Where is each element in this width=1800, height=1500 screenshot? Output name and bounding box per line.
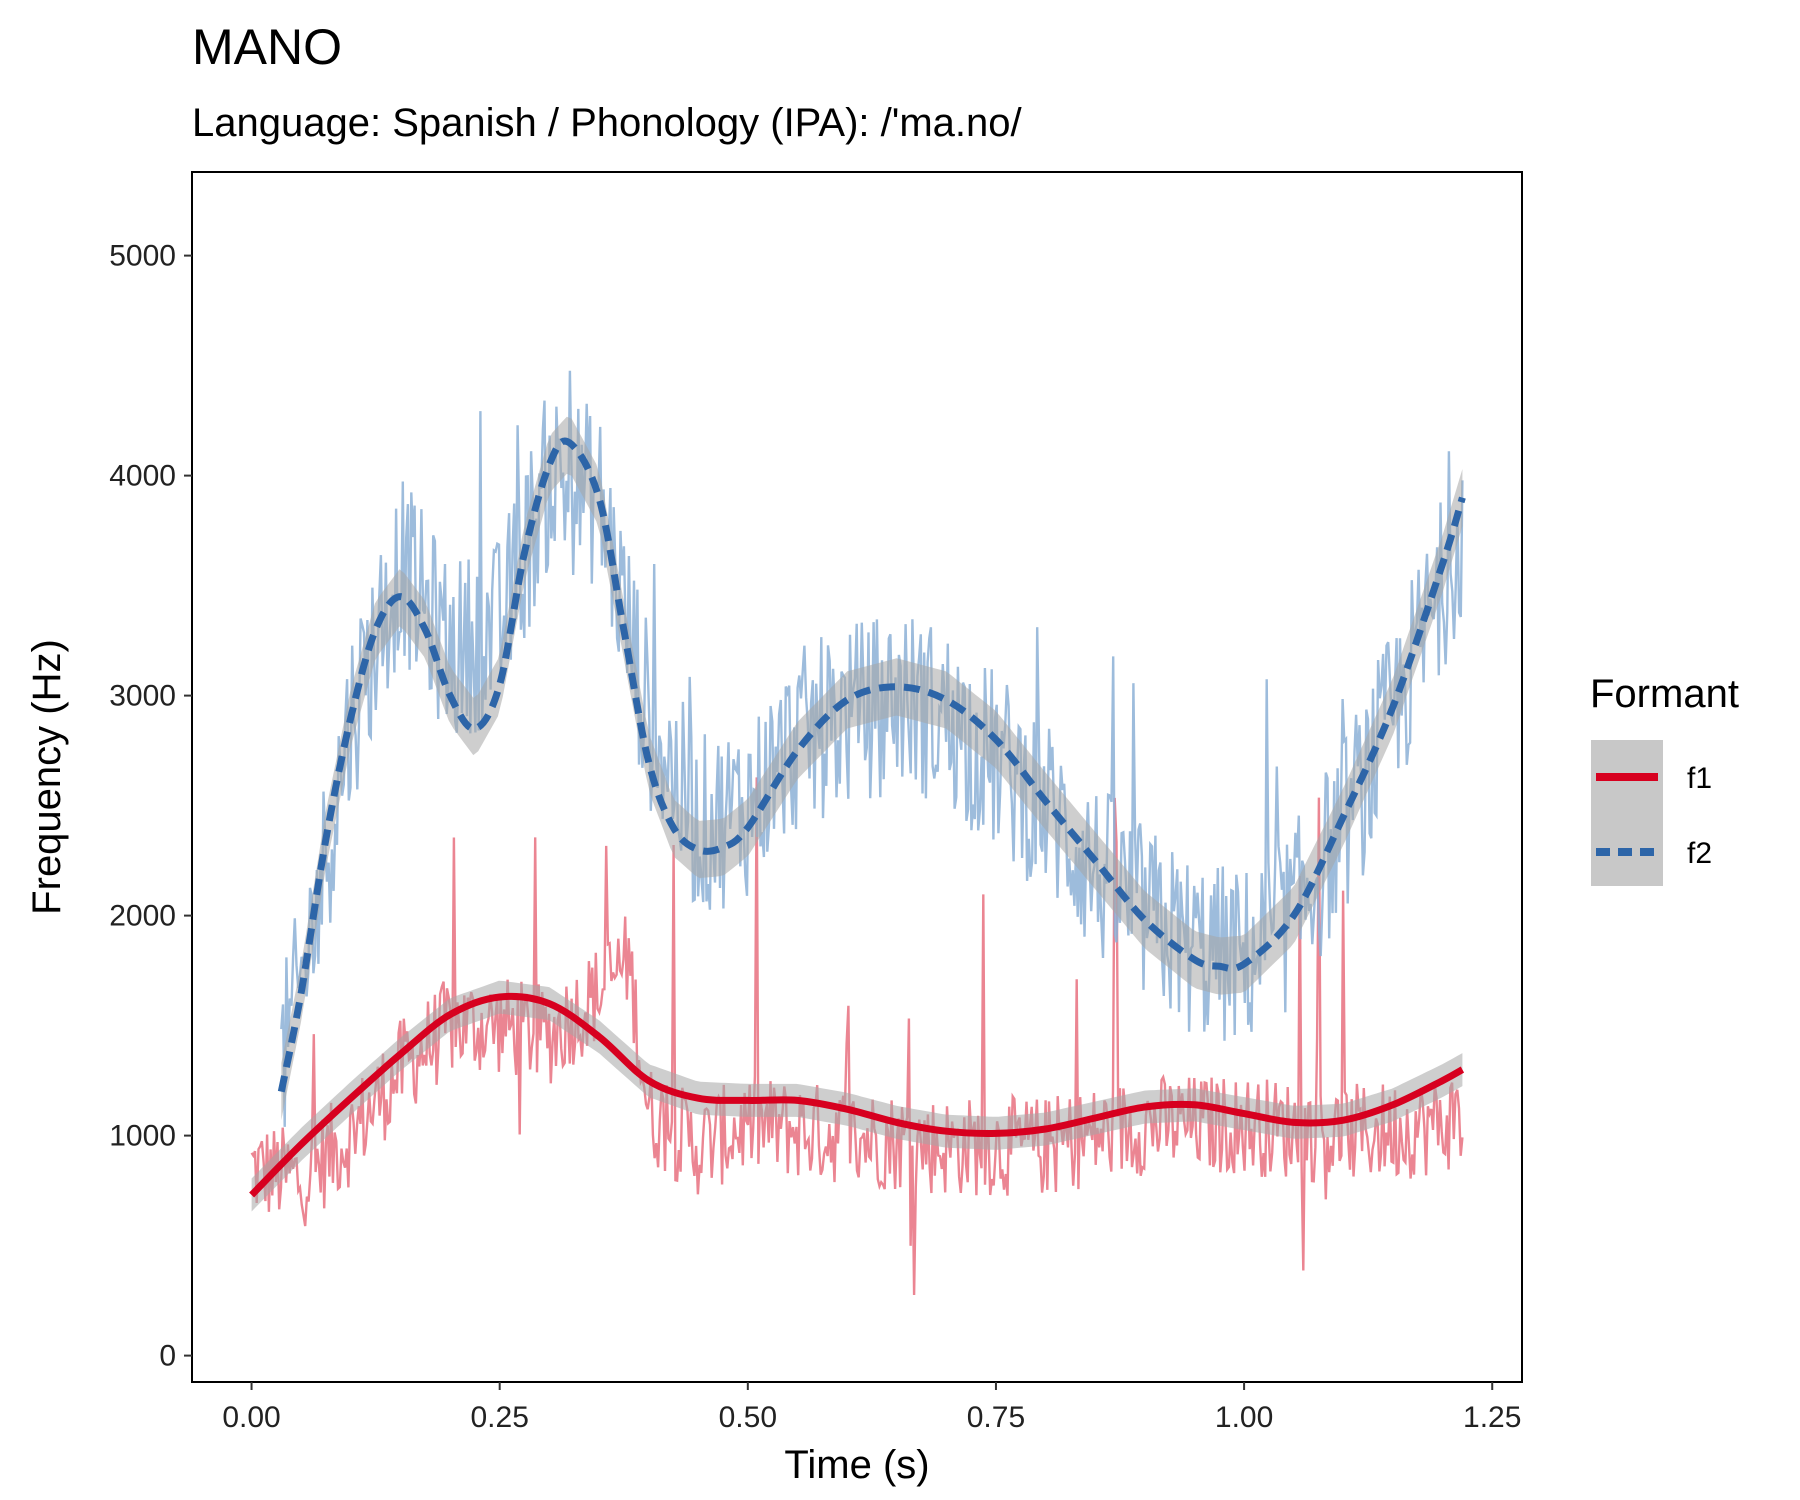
x-tick-label: 1.00 [1215, 1401, 1273, 1434]
raw-trace-f1 [250, 777, 1464, 1296]
plot-area [249, 370, 1466, 1296]
y-tick-label: 2000 [109, 900, 176, 933]
legend-key-bg [1591, 740, 1663, 886]
plot-border [191, 171, 1523, 1383]
x-tick-label: 0.75 [967, 1401, 1025, 1434]
smooth-line-f1 [249, 992, 1465, 1198]
y-tick-label: 5000 [109, 240, 176, 273]
x-tick-label: 1.25 [1463, 1401, 1521, 1434]
legend-title: Formant [1590, 672, 1739, 716]
x-tick-label: 0.00 [222, 1401, 280, 1434]
y-tick-label: 0 [159, 1340, 176, 1373]
confidence-band-f1 [251, 980, 1463, 1212]
legend: Formant f1 f2 [1590, 672, 1739, 886]
legend-label-f1: f1 [1687, 762, 1712, 795]
y-tick-label: 3000 [109, 680, 176, 713]
x-axis-title: Time (s) [784, 1443, 929, 1487]
y-tick-label: 1000 [109, 1120, 176, 1153]
y-axis: 0 1000 2000 3000 4000 5000 [109, 240, 192, 1373]
chart-title: MANO [192, 19, 342, 75]
x-tick-label: 0.50 [719, 1401, 777, 1434]
raw-trace-f2 [280, 370, 1464, 1127]
legend-label-f2: f2 [1687, 837, 1712, 870]
y-tick-label: 4000 [109, 460, 176, 493]
chart-subtitle: Language: Spanish / Phonology (IPA): /'m… [192, 101, 1023, 145]
x-tick-label: 0.25 [470, 1401, 528, 1434]
x-axis: 0.00 0.25 0.50 0.75 1.00 1.25 [222, 1382, 1521, 1434]
confidence-band-f2 [281, 416, 1463, 1121]
y-axis-title: Frequency (Hz) [25, 639, 69, 915]
